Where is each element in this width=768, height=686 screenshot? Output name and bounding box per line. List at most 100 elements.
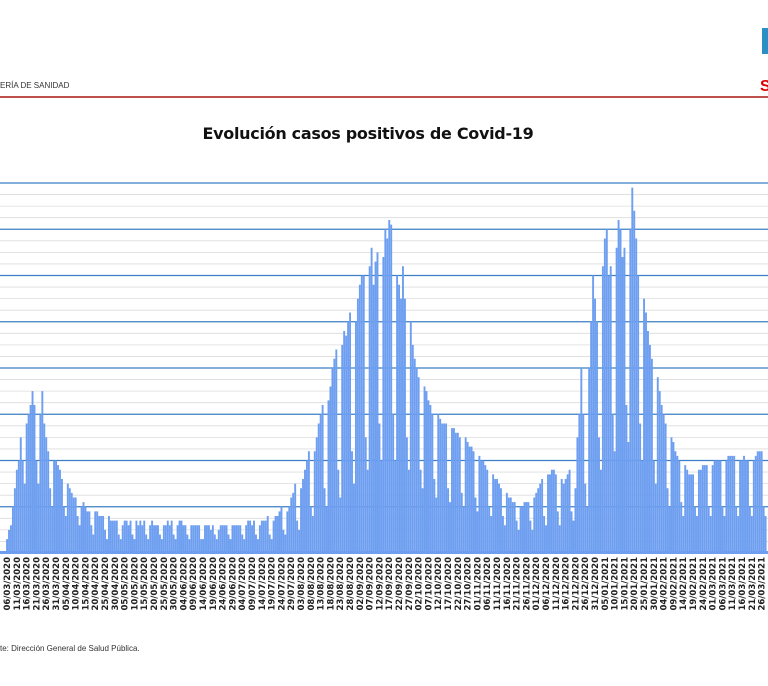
- bar: [80, 506, 83, 553]
- bar: [256, 539, 259, 553]
- x-tick-label: 04/02/2021: [660, 557, 670, 611]
- bar: [562, 483, 565, 553]
- bar: [549, 474, 551, 553]
- x-tick-label: 10/01/2021: [611, 557, 621, 611]
- bar: [268, 534, 271, 553]
- bar: [384, 229, 387, 553]
- bar: [298, 529, 301, 553]
- x-tick-label: 24/07/2020: [277, 557, 287, 611]
- bar: [341, 344, 344, 553]
- x-tick-label: 19/02/2021: [689, 557, 699, 611]
- chart-title: Evolución casos positivos de Covid-19: [202, 124, 534, 143]
- bar: [311, 516, 314, 553]
- bar: [121, 525, 124, 553]
- bar: [282, 529, 285, 553]
- x-tick-label: 06/03/2021: [718, 557, 728, 611]
- bar: [192, 525, 195, 553]
- bar: [241, 534, 244, 553]
- bar: [590, 321, 593, 553]
- bar: [262, 520, 265, 553]
- bar: [19, 437, 22, 553]
- x-tick-label: 21/03/2021: [748, 557, 758, 611]
- bar: [100, 516, 103, 553]
- bar: [643, 298, 645, 553]
- x-tick-label: 20/04/2020: [91, 557, 101, 611]
- bar: [427, 400, 430, 553]
- bar: [458, 437, 461, 553]
- bar: [204, 525, 206, 553]
- bar: [372, 284, 375, 553]
- bar: [696, 516, 698, 553]
- bar: [599, 469, 602, 553]
- bar: [331, 368, 334, 553]
- bar: [470, 446, 473, 553]
- bar: [33, 405, 36, 553]
- bar: [635, 238, 638, 553]
- x-tick-label: 30/05/2020: [170, 557, 180, 611]
- x-tick-label: 10/04/2020: [72, 557, 82, 611]
- x-tick-label: 09/06/2020: [189, 557, 199, 611]
- x-tick-label: 13/08/2020: [317, 557, 327, 611]
- bar: [76, 516, 79, 553]
- bar: [217, 529, 220, 553]
- bar: [713, 460, 716, 553]
- x-tick-label: 16/12/2020: [562, 557, 572, 611]
- bar: [172, 534, 175, 553]
- bar: [278, 511, 281, 553]
- bar: [153, 525, 155, 553]
- x-tick-label: 25/04/2020: [101, 557, 111, 611]
- bar: [688, 474, 691, 553]
- bar: [356, 298, 359, 553]
- bar: [260, 520, 263, 553]
- bar: [206, 525, 208, 553]
- bar: [151, 520, 154, 553]
- bar: [53, 460, 56, 553]
- bar: [249, 520, 252, 553]
- bar: [233, 525, 236, 553]
- bar: [429, 405, 432, 553]
- x-tick-label: 01/12/2020: [532, 557, 542, 611]
- bar: [617, 220, 620, 553]
- bar: [137, 525, 140, 553]
- x-tick-label: 07/09/2020: [366, 557, 376, 611]
- bar: [143, 520, 146, 553]
- bar: [760, 451, 763, 553]
- bar: [188, 539, 191, 553]
- x-tick-label: 02/10/2020: [415, 557, 425, 611]
- bar: [72, 497, 75, 553]
- bar: [288, 506, 291, 553]
- bar: [521, 506, 524, 553]
- bar: [417, 377, 420, 553]
- bar: [239, 525, 242, 553]
- bar: [743, 455, 745, 553]
- bar: [378, 423, 381, 553]
- x-tick-label: 29/07/2020: [287, 557, 297, 611]
- x-tick-label: 21/03/2020: [32, 557, 42, 611]
- bar: [619, 229, 622, 553]
- bar: [611, 414, 614, 553]
- bar: [368, 266, 371, 553]
- bar: [108, 516, 110, 553]
- bar: [509, 497, 512, 553]
- bar: [441, 423, 444, 553]
- bar: [349, 312, 351, 553]
- bar: [707, 506, 710, 553]
- x-tick-label: 05/04/2020: [62, 557, 72, 611]
- bar: [57, 465, 59, 553]
- bar: [225, 525, 228, 553]
- x-tick-label: 25/01/2021: [640, 557, 650, 611]
- bar: [498, 483, 500, 553]
- bar: [564, 479, 567, 553]
- bar: [723, 516, 726, 553]
- bar: [697, 469, 700, 553]
- bar: [229, 539, 232, 553]
- bar: [703, 465, 706, 553]
- bar: [494, 479, 497, 553]
- bar: [729, 455, 732, 553]
- x-tick-label: 29/06/2020: [228, 557, 238, 611]
- bar: [556, 511, 559, 553]
- bar: [492, 474, 495, 553]
- x-tick-label: 08/08/2020: [307, 557, 317, 611]
- bar: [741, 460, 743, 553]
- bar-chart: 06/03/2020 11/03/2020 16/03/2020 21/03/2020…: [0, 182, 768, 611]
